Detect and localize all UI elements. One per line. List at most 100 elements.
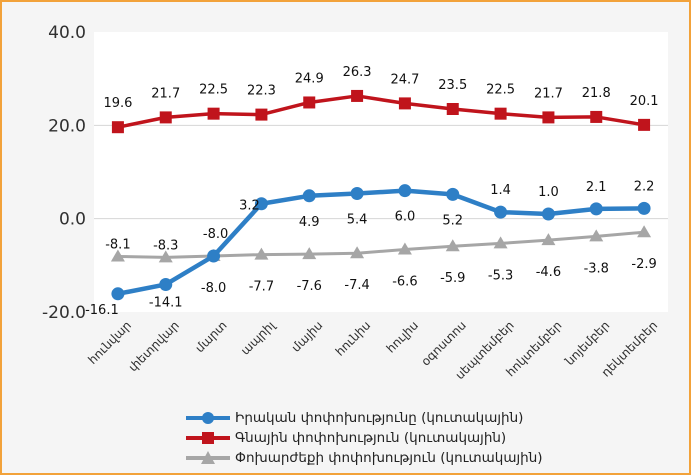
price-change-marker [351, 89, 364, 102]
real-change-data-label: 2.2 [634, 179, 655, 194]
price-change-marker [398, 97, 411, 110]
legend-label-exchange: Փոխարժեքի փոփոխություն (կուտակային) [235, 450, 543, 466]
legend-swatch-circle-icon [186, 412, 230, 424]
price-change-marker [111, 121, 124, 134]
chart-legend: Իրական փոփոխությունը (կուտակային) Գնային… [185, 408, 585, 468]
price-change-data-label: 22.5 [486, 83, 515, 98]
real-change-marker [541, 207, 555, 221]
exchange-change-data-label: -7.6 [297, 279, 322, 294]
price-change-marker [590, 110, 603, 123]
price-change-data-label: 21.8 [582, 86, 611, 101]
exchange-change-data-label: -7.4 [344, 278, 369, 293]
real-change-data-label: 1.0 [538, 185, 559, 200]
price-change-data-label: 21.7 [534, 86, 563, 101]
price-change-data-label: 26.3 [343, 65, 372, 80]
price-change-data-label: 22.5 [199, 83, 228, 98]
real-change-data-label: 6.0 [395, 210, 416, 225]
real-change-data-label: -14.1 [149, 295, 183, 310]
real-change-line [117, 188, 645, 297]
exchange-change-marker [541, 233, 556, 246]
x-tick-label: նոյեմբեր [562, 318, 613, 369]
legend-item-exchange: Փոխարժեքի փոփոխություն (կուտակային) [185, 448, 585, 468]
exchange-change-marker [397, 242, 412, 255]
real-change-marker [159, 277, 173, 291]
real-change-data-label: 3.2 [239, 199, 260, 214]
exchange-change-data-label: -8.0 [201, 281, 226, 296]
x-tick-label: մայիս [289, 318, 326, 355]
price-change-data-label: 22.3 [247, 84, 276, 99]
legend-label-price: Գնային փոփոխություն (կուտակային) [235, 430, 507, 446]
legend-item-real: Իրական փոփոխությունը (կուտակային) [185, 408, 585, 428]
y-tick-label: 40.0 [48, 23, 86, 43]
exchange-change-marker [254, 247, 269, 260]
real-change-marker [637, 201, 651, 215]
real-change-data-label: 4.9 [299, 215, 320, 230]
exchange-change-marker [110, 249, 125, 262]
price-change-marker [159, 111, 172, 124]
exchange-change-line [117, 230, 645, 259]
exchange-change-data-label: -6.6 [392, 274, 417, 289]
real-change-data-label: -16.1 [85, 303, 119, 318]
exchange-change-data-label: -5.3 [488, 268, 513, 283]
y-tick-label: 0.0 [59, 210, 86, 230]
x-tick-label: հունվար [85, 318, 134, 367]
real-change-marker [111, 287, 125, 301]
real-change-marker [589, 202, 603, 216]
exchange-change-data-label: -2.9 [631, 257, 656, 272]
price-change-data-label: 20.1 [630, 94, 659, 109]
real-change-marker [254, 197, 268, 211]
price-change-marker [638, 118, 651, 131]
real-change-data-label: 5.2 [442, 213, 463, 228]
real-change-marker [207, 249, 221, 263]
exchange-change-data-label: -5.9 [440, 271, 465, 286]
exchange-change-data-label: -3.8 [584, 261, 609, 276]
plot-area [94, 32, 668, 312]
price-change-data-label: 19.6 [103, 96, 132, 111]
real-change-marker [446, 187, 460, 201]
x-tick-label: հուլիս [384, 318, 421, 355]
price-change-data-label: 24.7 [390, 72, 419, 87]
price-change-marker [494, 107, 507, 120]
exchange-change-data-label: -8.1 [105, 237, 130, 252]
real-change-data-label: -8.0 [203, 227, 228, 242]
exchange-change-marker [493, 236, 508, 249]
real-change-data-label: 1.4 [490, 183, 511, 198]
x-tick-label: օգոստոս [418, 318, 468, 368]
x-tick-label: ապրիլ [238, 318, 278, 358]
x-tick-label: մարտ [193, 318, 230, 355]
exchange-change-data-label: -8.3 [153, 238, 178, 253]
price-change-data-label: 24.9 [295, 71, 324, 86]
exchange-change-marker [589, 229, 604, 242]
price-change-marker [446, 103, 459, 115]
exchange-change-data-label: -4.6 [536, 265, 561, 280]
legend-swatch-square-icon [186, 432, 230, 444]
price-change-line [117, 94, 645, 129]
real-change-data-label: 2.1 [586, 180, 607, 195]
y-tick-label: 20.0 [48, 116, 86, 136]
exchange-change-marker [637, 225, 652, 238]
exchange-change-marker [350, 246, 365, 259]
exchange-change-marker [302, 247, 317, 260]
price-change-marker [255, 108, 268, 121]
real-change-marker [302, 189, 316, 203]
real-change-marker [398, 184, 412, 198]
real-change-marker [350, 186, 364, 200]
exchange-change-marker [445, 239, 460, 252]
x-tick-label: հունիս [333, 318, 373, 358]
y-tick-label: -20.0 [42, 303, 86, 323]
price-change-marker [542, 111, 555, 124]
real-change-marker [494, 205, 508, 219]
x-tick-label: փետրվար [126, 318, 182, 374]
legend-label-real: Իրական փոփոխությունը (կուտակային) [235, 410, 524, 426]
price-change-data-label: 21.7 [151, 86, 180, 101]
price-change-marker [207, 107, 220, 120]
exchange-change-marker [158, 250, 173, 263]
price-change-data-label: 23.5 [438, 78, 467, 93]
price-change-marker [303, 96, 316, 109]
real-change-data-label: 5.4 [347, 212, 368, 227]
legend-item-price: Գնային փոփոխություն (կուտակային) [185, 428, 585, 448]
exchange-change-data-label: -7.7 [249, 280, 274, 295]
legend-swatch-triangle-icon [186, 451, 230, 464]
